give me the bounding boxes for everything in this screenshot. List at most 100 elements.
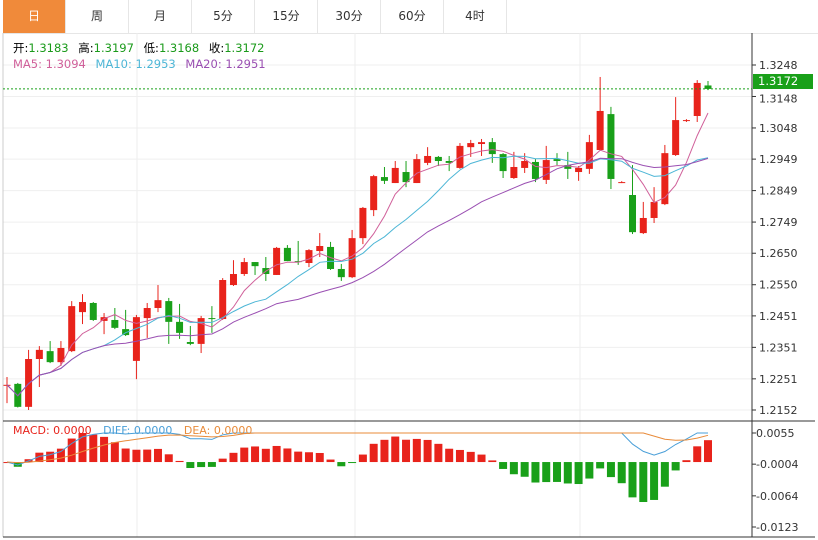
tab-30min[interactable]: 30分 xyxy=(318,0,381,33)
macd-bar xyxy=(35,452,44,463)
candle-body xyxy=(445,161,453,163)
candle xyxy=(57,341,65,366)
candle xyxy=(327,241,335,270)
candle xyxy=(639,201,647,235)
candle xyxy=(78,294,86,325)
macd-bar xyxy=(563,462,572,484)
ma10-line xyxy=(6,155,709,397)
high-value: 1.3197 xyxy=(93,41,134,55)
candle-body xyxy=(596,110,604,150)
tab-daily[interactable]: 日 xyxy=(3,0,66,33)
dea-value: DEA: 0.0000 xyxy=(183,424,253,437)
macd-bar xyxy=(78,433,87,463)
macd-bar xyxy=(682,460,691,463)
tab-weekly[interactable]: 周 xyxy=(66,0,129,33)
low-value: 1.3168 xyxy=(158,41,200,55)
candle-body xyxy=(229,274,237,286)
macd-bar xyxy=(175,460,184,463)
candle xyxy=(262,257,270,281)
candle-body xyxy=(510,166,518,179)
macd-bar xyxy=(132,449,141,463)
candle-body xyxy=(380,177,388,181)
candle xyxy=(89,302,97,321)
candle-body xyxy=(251,262,259,267)
macd-bar xyxy=(218,458,227,463)
tab-monthly[interactable]: 月 xyxy=(129,0,192,33)
candle-body xyxy=(618,182,626,184)
macd-bar xyxy=(304,452,313,463)
macd-bar xyxy=(639,462,648,503)
macd-bar xyxy=(650,462,659,500)
macd-bar xyxy=(261,448,270,463)
candle xyxy=(585,134,593,174)
macd-bar xyxy=(369,443,378,463)
candle xyxy=(143,302,151,338)
macd-bar xyxy=(606,462,615,478)
candle-body xyxy=(219,279,227,320)
candle xyxy=(219,278,227,320)
macd-value: MACD: 0.0000 xyxy=(13,424,92,437)
tab-5min[interactable]: 5分 xyxy=(192,0,255,33)
macd-bar xyxy=(553,462,562,482)
candle-body xyxy=(521,161,529,168)
candle xyxy=(553,153,561,166)
candle-body xyxy=(305,250,313,263)
candle xyxy=(251,262,259,275)
high-label: 高: xyxy=(78,41,94,55)
tab-60min[interactable]: 60分 xyxy=(381,0,444,33)
macd-bar xyxy=(3,462,11,464)
candle xyxy=(25,349,33,410)
price-tick-label: 1.2251 xyxy=(759,373,798,386)
candle-body xyxy=(176,321,184,333)
candle-body xyxy=(294,261,302,263)
candle xyxy=(542,145,550,184)
macd-bar xyxy=(402,439,411,463)
ma20-value: MA20: 1.2951 xyxy=(185,57,266,71)
candle-body xyxy=(316,245,324,252)
ma5-line xyxy=(6,112,709,397)
macd-tick-label: -0.0123 xyxy=(756,521,798,534)
macd-bar xyxy=(542,462,551,483)
candle xyxy=(478,138,486,156)
candle-body xyxy=(499,154,507,172)
candle xyxy=(305,249,313,268)
candle-body xyxy=(57,347,65,363)
macd-bar xyxy=(315,452,324,463)
candle xyxy=(629,165,637,235)
price-tick-label: 1.2152 xyxy=(759,404,798,417)
candle-body xyxy=(35,349,43,360)
candle-body xyxy=(553,159,561,162)
macd-bar xyxy=(207,462,216,467)
macd-bar xyxy=(693,446,702,463)
candle-body xyxy=(348,238,356,278)
macd-bar xyxy=(110,442,119,463)
candle xyxy=(413,154,421,184)
candle xyxy=(693,80,701,122)
candle xyxy=(208,306,216,333)
price-tick-label: 1.3048 xyxy=(759,122,798,135)
ma-readout: MA5: 1.3094 MA10: 1.2953 MA20: 1.2951 xyxy=(13,57,272,71)
candle-body xyxy=(607,114,615,179)
macd-bar xyxy=(704,440,712,463)
candle xyxy=(273,246,281,275)
macd-bar xyxy=(445,448,454,463)
tab-15min[interactable]: 15分 xyxy=(255,0,318,33)
candle xyxy=(672,97,680,156)
candle-body xyxy=(273,247,281,275)
candle-body xyxy=(488,142,496,155)
price-tick-label: 1.3148 xyxy=(759,92,798,105)
candle-body xyxy=(240,262,248,275)
candle-body xyxy=(370,176,378,211)
candle xyxy=(35,346,43,388)
candle-body xyxy=(197,318,205,344)
price-tick-label: 1.2451 xyxy=(759,310,798,323)
tab-4hour[interactable]: 4时 xyxy=(444,0,507,33)
candle xyxy=(575,166,583,181)
candle-body xyxy=(575,167,583,173)
candle xyxy=(370,174,378,217)
candle-body xyxy=(186,342,194,344)
candle-body xyxy=(111,319,119,328)
candle xyxy=(229,260,237,286)
candle-body xyxy=(531,161,539,179)
